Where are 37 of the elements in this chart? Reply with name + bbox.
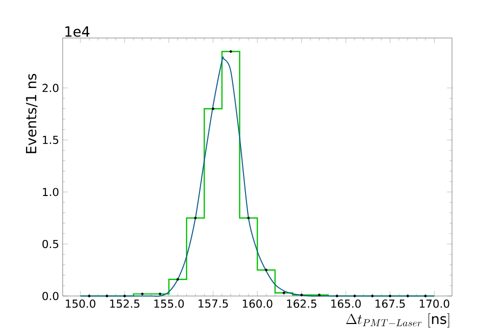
point bbox=[318, 294, 321, 296]
point bbox=[88, 294, 91, 298]
point bbox=[336, 294, 338, 298]
point bbox=[388, 294, 392, 298]
point bbox=[123, 294, 126, 298]
x-tick-label: 162.5 bbox=[287, 300, 316, 308]
point bbox=[424, 294, 427, 298]
point bbox=[282, 292, 286, 294]
point bbox=[406, 294, 410, 298]
x-tick-label: 165.0 bbox=[331, 300, 361, 308]
x-tick-label: 170.0 bbox=[420, 300, 450, 308]
point bbox=[194, 216, 197, 220]
point bbox=[247, 216, 250, 220]
x-tick-label: 155.0 bbox=[154, 300, 184, 308]
y-axis-title: Events/1 ns bbox=[26, 74, 38, 154]
x-tick-label: 160.0 bbox=[242, 300, 272, 308]
x-tick-label: 167.5 bbox=[376, 300, 405, 308]
point bbox=[300, 294, 303, 296]
point bbox=[141, 292, 144, 296]
x-tick-label: 157.5 bbox=[198, 300, 228, 308]
point bbox=[158, 292, 162, 296]
point bbox=[230, 50, 232, 53]
x-tick-label: 152.5 bbox=[110, 300, 140, 308]
point bbox=[212, 107, 214, 110]
point bbox=[176, 278, 180, 281]
x-tick-label: 150.0 bbox=[66, 300, 96, 308]
y-tick-label: 0.0 bbox=[42, 292, 58, 300]
y-tick-label: 2.0 bbox=[42, 84, 58, 92]
y-tick-label: 0.5 bbox=[42, 240, 58, 248]
y-tick-label: 1.5 bbox=[42, 136, 58, 144]
y-tick-label: 1.0 bbox=[42, 188, 58, 196]
text: 1e4 bbox=[65, 26, 90, 37]
x-axis-title: $\Delta t_{PMT-Laser}\ [\mathrm{ns}]$ bbox=[346, 313, 450, 328]
point bbox=[353, 294, 356, 298]
point bbox=[106, 294, 108, 298]
point bbox=[264, 268, 268, 272]
point bbox=[371, 294, 374, 298]
